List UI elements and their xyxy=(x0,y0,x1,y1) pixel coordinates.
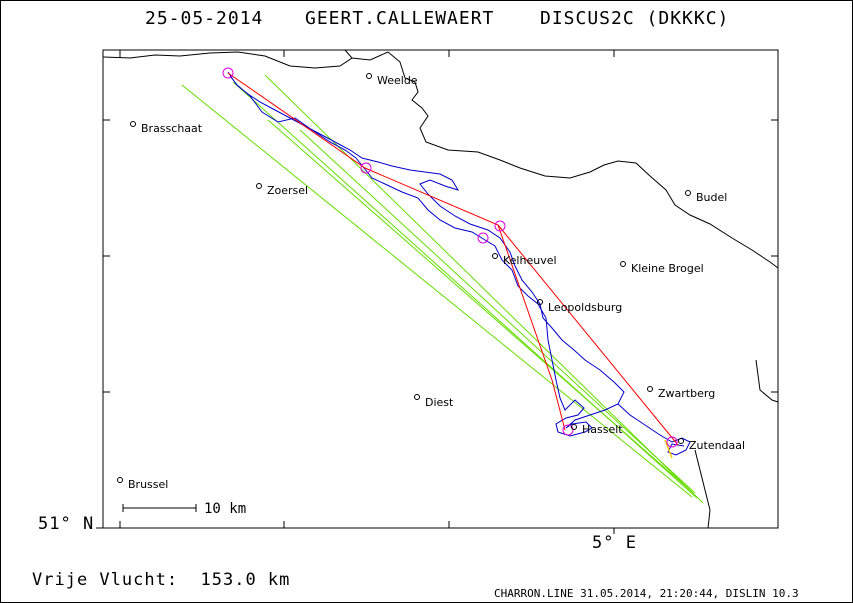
place-hasselt: Hasselt xyxy=(582,423,623,436)
place-zutendaal: Zutendaal xyxy=(689,439,745,452)
place-brussel: Brussel xyxy=(128,478,168,491)
place-markers xyxy=(117,73,691,483)
place-diest: Diest xyxy=(425,396,454,409)
axis-ticks xyxy=(96,50,778,534)
flight-date: 25-05-2014 xyxy=(145,8,264,29)
latitude-label: 51° N xyxy=(38,514,95,534)
flight-distance: Vrije Vlucht: 153.0 km xyxy=(32,570,291,590)
place-budel: Budel xyxy=(696,191,727,204)
place-zoersel: Zoersel xyxy=(267,184,308,197)
place-leopoldsburg: Leopoldsburg xyxy=(548,301,622,314)
software-info: CHARRON.LINE 31.05.2014, 21:20:44, DISLI… xyxy=(494,587,799,600)
task-line xyxy=(227,72,679,446)
sector-lines xyxy=(181,74,704,504)
map-frame xyxy=(102,49,779,529)
glider-type: DISCUS2C (DKKKC) xyxy=(540,8,730,29)
place-zwartberg: Zwartberg xyxy=(658,387,715,400)
place-kelheuvel: Kelheuvel xyxy=(503,254,557,267)
place-kleine-brogel: Kleine Brogel xyxy=(631,262,704,275)
scale-bar-label: 10 km xyxy=(204,501,246,517)
place-weelde: Weelde xyxy=(377,74,418,87)
pilot-name: GEERT.CALLEWAERT xyxy=(305,8,495,29)
finish-segment xyxy=(664,439,673,459)
place-brasschaat: Brasschaat xyxy=(141,122,203,135)
country-border xyxy=(102,49,779,529)
longitude-label: 5° E xyxy=(592,533,637,553)
turnpoint-circles xyxy=(222,67,678,448)
scale-bar xyxy=(122,504,197,512)
